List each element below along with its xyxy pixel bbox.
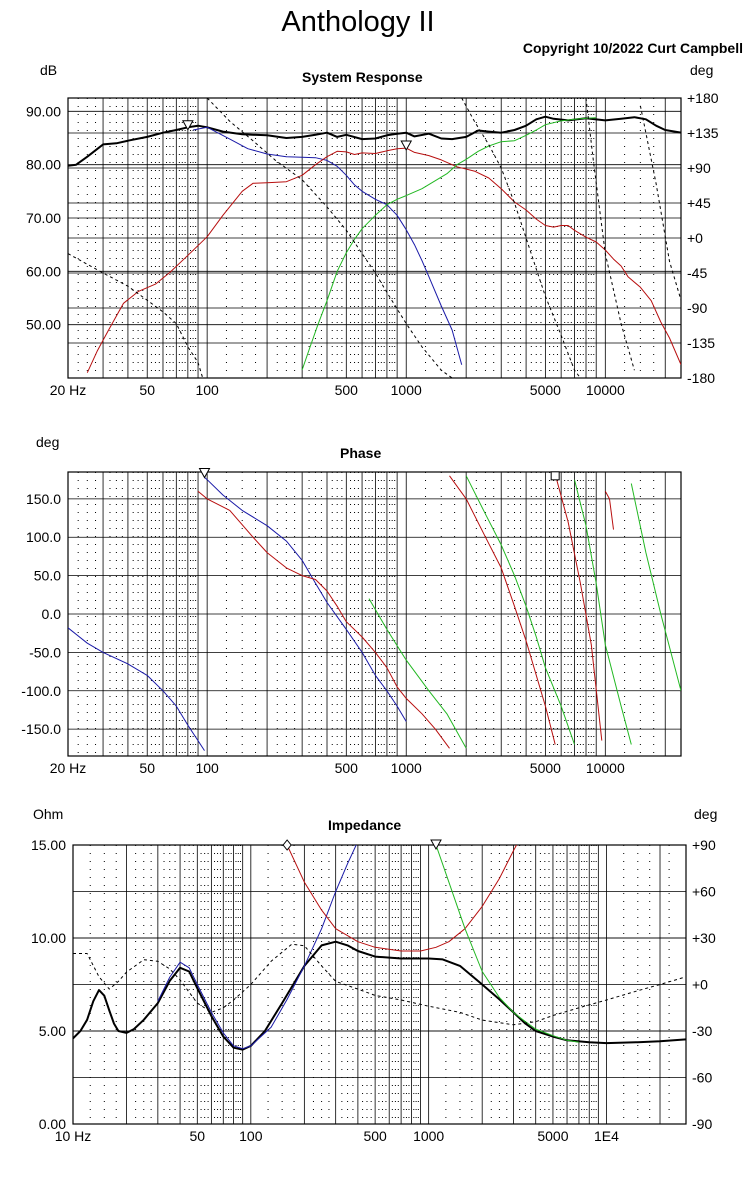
- chart1-frame: [67, 471, 682, 757]
- phase-left-unit: deg: [36, 434, 60, 450]
- chart2-y2-tick-label: -60: [692, 1070, 712, 1086]
- chart1-y-tick-label: -150.0: [21, 721, 61, 737]
- chart1-series-red-line: [449, 475, 556, 745]
- page-title: Anthology II: [281, 6, 435, 38]
- chart0-x-tick-label: 20 Hz: [50, 382, 87, 398]
- chart2-x-tick-label: 100: [239, 1128, 263, 1144]
- chart2-frame: [72, 844, 687, 1125]
- chart0-frame: [67, 97, 682, 379]
- chart0-y2-tick-label: -135: [687, 335, 715, 351]
- chart1-x-tick-label: 100: [195, 760, 219, 776]
- chart1-series-green-line: [574, 479, 632, 745]
- system-response-right-unit: deg: [690, 62, 714, 78]
- chart0-y2-tick-label: +180: [687, 90, 719, 106]
- chart0-series-black-line: [206, 98, 453, 378]
- chart0-y2-tick-label: -45: [687, 265, 707, 281]
- chart1-series-blue-line: [204, 477, 407, 722]
- chart0-x-tick-label: 500: [335, 382, 359, 398]
- system-response-left-unit: dB: [40, 62, 58, 78]
- chart2-y2-tick-label: -30: [692, 1023, 712, 1039]
- chart0-series-blue-line: [193, 126, 463, 365]
- chart1-x-tick-label: 10000: [586, 760, 625, 776]
- impedance-left-unit: Ohm: [33, 806, 64, 822]
- chart2-y-tick-label: 10.00: [31, 930, 66, 946]
- chart2-x-tick-label: 1E4: [594, 1128, 619, 1144]
- chart2-x-tick-label: 1000: [413, 1128, 444, 1144]
- chart2-series-blue-line: [157, 845, 357, 1050]
- chart2-y2-tick-label: +60: [692, 884, 716, 900]
- chart1-series-red-line: [556, 479, 603, 741]
- impedance-right-unit: deg: [694, 806, 718, 822]
- chart0-x-tick-label: 10000: [586, 382, 625, 398]
- chart0-y2-tick-label: +90: [687, 160, 711, 176]
- chart-title-phase: Phase: [340, 445, 382, 461]
- chart2-x-tick-label: 50: [190, 1128, 206, 1144]
- chart0-series-green-line: [301, 117, 597, 371]
- chart2-series-black-line: [73, 940, 686, 1051]
- chart0-series-red-line: [86, 147, 681, 373]
- chart2-x-tick-label: 10 Hz: [55, 1128, 92, 1144]
- chart2-x-tick-label: 5000: [537, 1128, 568, 1144]
- chart0-series-black-line: [585, 98, 635, 371]
- chart0-y-tick-label: 70.00: [26, 210, 61, 226]
- chart2-series-red-line: [286, 845, 518, 952]
- chart0-x-tick-label: 5000: [530, 382, 561, 398]
- chart1-series-green-line: [630, 483, 681, 691]
- chart1-series-green-line: [368, 598, 467, 749]
- chart0-y-tick-label: 80.00: [26, 157, 61, 173]
- chart-title-impedance: Impedance: [328, 817, 402, 833]
- chart2-y2-tick-label: -90: [692, 1116, 712, 1132]
- chart0-marker-triangle: [182, 120, 194, 131]
- chart1-series-blue-line: [68, 627, 205, 751]
- chart1-x-tick-label: 50: [139, 760, 155, 776]
- copyright-text: Copyright 10/2022 Curt Campbell: [522, 40, 743, 56]
- chart0-y2-tick-label: -90: [687, 300, 707, 316]
- chart1-y-tick-label: 0.0: [42, 606, 62, 622]
- chart-title-system-response: System Response: [302, 69, 423, 85]
- chart2-y-tick-label: 15.00: [31, 837, 66, 853]
- chart0-x-tick-label: 50: [139, 382, 155, 398]
- chart1-x-tick-label: 1000: [391, 760, 422, 776]
- chart0-y2-tick-label: -180: [687, 370, 715, 386]
- chart1-y-tick-label: 50.0: [34, 568, 61, 584]
- chart1-series-red-line: [197, 490, 450, 749]
- chart1-x-tick-label: 5000: [530, 760, 561, 776]
- chart1-y-tick-label: -50.0: [29, 644, 61, 660]
- chart0-series-black-line: [68, 253, 204, 378]
- chart1-x-tick-label: 500: [335, 760, 359, 776]
- chart2-y2-tick-label: +30: [692, 930, 716, 946]
- chart2-x-tick-label: 500: [363, 1128, 387, 1144]
- chart0-y-tick-label: 60.00: [26, 263, 61, 279]
- chart2-y2-tick-label: +90: [692, 837, 716, 853]
- chart2-y-tick-label: 5.00: [39, 1023, 66, 1039]
- chart0-y-tick-label: 50.00: [26, 317, 61, 333]
- chart0-marker-triangle: [400, 140, 413, 152]
- chart1-marker-square: [550, 471, 560, 481]
- chart2-marker-triangle: [430, 839, 442, 851]
- chart2-y-tick-label: 0.00: [39, 1116, 66, 1132]
- chart0-series-black-line: [461, 98, 581, 378]
- chart1-y-tick-label: -100.0: [21, 683, 61, 699]
- chart1-x-tick-label: 20 Hz: [50, 760, 87, 776]
- chart0-y-tick-label: 90.00: [26, 103, 61, 119]
- chart0-y2-tick-label: +0: [687, 230, 703, 246]
- chart1-series-red-line: [604, 490, 614, 530]
- chart2-y2-tick-label: +0: [692, 977, 708, 993]
- chart2-marker-diamond: [282, 839, 292, 851]
- chart0-x-tick-label: 1000: [391, 382, 422, 398]
- chart0-y2-tick-label: +135: [687, 125, 719, 141]
- chart0-y2-tick-label: +45: [687, 195, 711, 211]
- chart1-series-green-line: [465, 475, 575, 745]
- chart1-y-tick-label: 150.0: [26, 491, 61, 507]
- chart1-marker-triangle: [198, 468, 211, 479]
- chart2-series-green-line: [435, 845, 579, 1043]
- chart0-x-tick-label: 100: [195, 382, 219, 398]
- chart1-y-tick-label: 100.0: [26, 529, 61, 545]
